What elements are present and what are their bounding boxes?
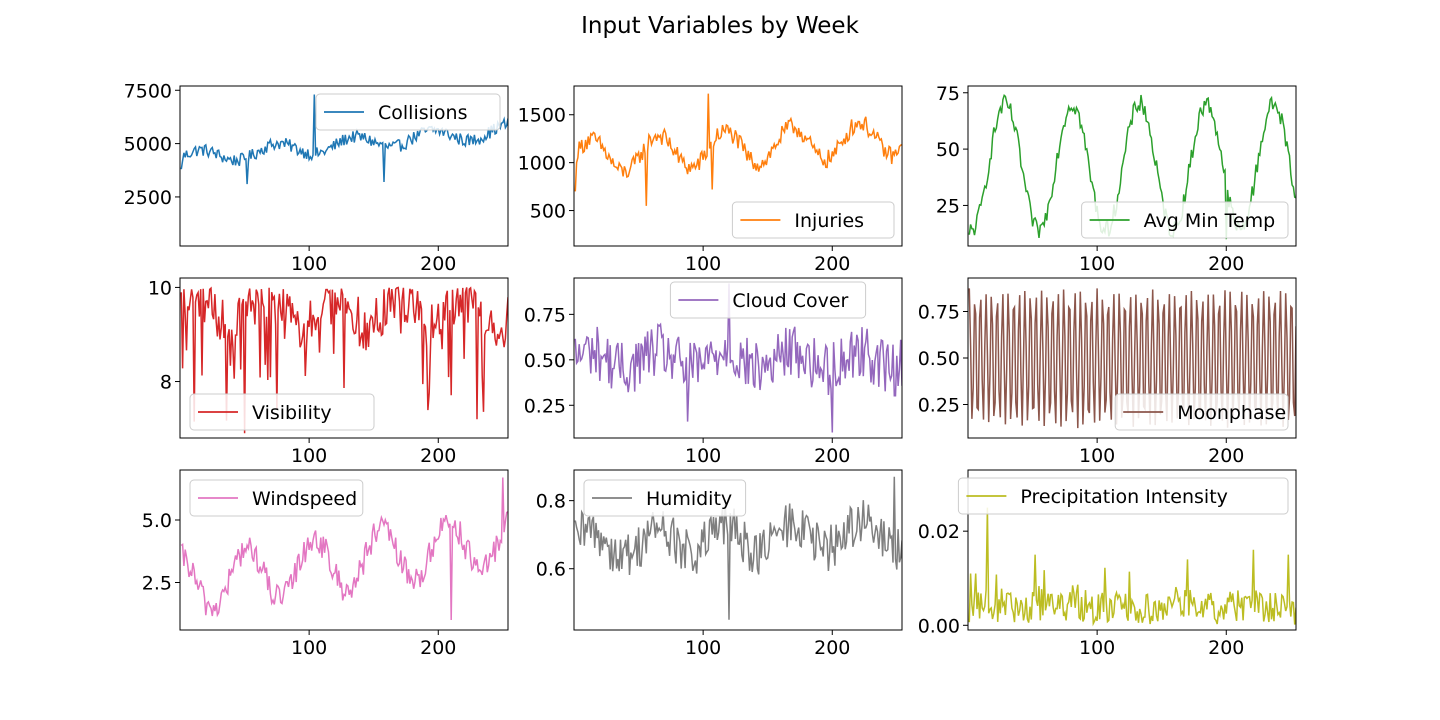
figure-title: Input Variables by Week bbox=[581, 13, 860, 39]
x-tick-label: 100 bbox=[1079, 637, 1115, 659]
y-tick-label: 50 bbox=[936, 139, 960, 161]
y-tick-label: 0.6 bbox=[536, 559, 566, 581]
legend: Precipitation Intensity bbox=[957, 477, 1289, 515]
axes-frame bbox=[179, 85, 509, 247]
y-tick-label: 2500 bbox=[124, 187, 172, 209]
legend: Collisions bbox=[315, 93, 501, 131]
subplot-injuries: 100 200 500 1000 1500 Injuries bbox=[518, 85, 903, 275]
x-tick-label: 100 bbox=[291, 445, 327, 467]
x-tick-label: 100 bbox=[685, 253, 721, 275]
x-tick-label: 200 bbox=[420, 253, 456, 275]
y-tick-label: 0.25 bbox=[918, 395, 960, 417]
series-line-windspeed bbox=[180, 477, 508, 621]
series-line-injuries bbox=[574, 93, 902, 206]
series-line-collisions bbox=[180, 94, 508, 185]
series-line-cloud-cover bbox=[574, 283, 902, 433]
legend-box bbox=[189, 479, 364, 517]
legend: Moonphase bbox=[1114, 393, 1289, 431]
legend-box bbox=[731, 201, 895, 239]
x-tick-label: 200 bbox=[1208, 445, 1244, 467]
y-tick-label: 500 bbox=[530, 201, 566, 223]
y-tick-label: 1000 bbox=[518, 153, 566, 175]
x-tick-label: 100 bbox=[291, 637, 327, 659]
legend: Visibility bbox=[189, 393, 375, 431]
axes-frame bbox=[573, 85, 903, 247]
axes-frame bbox=[179, 277, 509, 439]
subplot-moonphase: 100 200 0.25 0.50 0.75 Moonphase bbox=[918, 277, 1297, 467]
x-tick-label: 100 bbox=[1079, 253, 1115, 275]
legend: Windspeed bbox=[189, 479, 364, 517]
x-tick-label: 100 bbox=[685, 637, 721, 659]
legend-box bbox=[1081, 201, 1289, 239]
y-tick-label: 1500 bbox=[518, 105, 566, 127]
legend-box bbox=[189, 393, 375, 431]
x-tick-label: 100 bbox=[1079, 445, 1115, 467]
y-tick-label: 25 bbox=[936, 195, 960, 217]
legend-box bbox=[315, 93, 501, 131]
y-tick-label: 8 bbox=[160, 372, 172, 394]
legend-label: Precipitation Intensity bbox=[1020, 486, 1228, 508]
legend-label: Avg Min Temp bbox=[1144, 210, 1276, 232]
subplot-humidity: 100 200 0.6 0.8 Humidity bbox=[536, 469, 903, 659]
legend-label: Injuries bbox=[794, 210, 864, 232]
y-tick-label: 0.8 bbox=[536, 491, 566, 513]
axes-frame bbox=[573, 277, 903, 439]
legend-label: Humidity bbox=[646, 488, 732, 510]
legend-label: Windspeed bbox=[252, 488, 357, 510]
x-tick-label: 200 bbox=[814, 637, 850, 659]
axes-frame bbox=[179, 469, 509, 631]
y-tick-label: 0.25 bbox=[524, 395, 566, 417]
y-tick-label: 0.02 bbox=[918, 521, 960, 543]
series-line-visibility bbox=[180, 286, 508, 434]
y-tick-label: 0.00 bbox=[918, 615, 960, 637]
axes-frame bbox=[967, 469, 1297, 631]
y-tick-label: 0.75 bbox=[524, 304, 566, 326]
x-tick-label: 200 bbox=[420, 445, 456, 467]
axes-frame bbox=[967, 85, 1297, 247]
y-tick-label: 0.50 bbox=[918, 348, 960, 370]
legend-box bbox=[669, 281, 867, 319]
legend: Humidity bbox=[583, 479, 747, 517]
series-line-precipitation-intensity bbox=[968, 507, 1296, 627]
subplot-cloud-cover: 100 200 0.25 0.50 0.75 Cloud Cover bbox=[524, 277, 903, 467]
series-line-humidity bbox=[574, 476, 902, 620]
y-tick-label: 0.75 bbox=[918, 301, 960, 323]
legend: Avg Min Temp bbox=[1081, 201, 1289, 239]
x-tick-label: 100 bbox=[291, 253, 327, 275]
y-tick-label: 5000 bbox=[124, 134, 172, 156]
subplot-visibility: 100 200 8 10 Visibility bbox=[148, 277, 509, 467]
x-tick-label: 100 bbox=[685, 445, 721, 467]
x-tick-label: 200 bbox=[814, 253, 850, 275]
legend-label: Cloud Cover bbox=[732, 290, 848, 312]
y-tick-label: 10 bbox=[148, 277, 172, 299]
legend-label: Visibility bbox=[252, 402, 332, 424]
legend-box bbox=[1114, 393, 1289, 431]
x-tick-label: 200 bbox=[1208, 253, 1244, 275]
axes-frame bbox=[573, 469, 903, 631]
y-tick-label: 0.50 bbox=[524, 350, 566, 372]
legend-label: Collisions bbox=[378, 102, 467, 124]
legend-box bbox=[957, 477, 1289, 515]
y-tick-label: 2.5 bbox=[142, 573, 172, 595]
y-tick-label: 75 bbox=[936, 83, 960, 105]
y-tick-label: 7500 bbox=[124, 80, 172, 102]
subplot-windspeed: 100 200 2.5 5.0 Windspeed bbox=[142, 469, 509, 659]
y-tick-label: 5.0 bbox=[142, 510, 172, 532]
subplot-avg-min-temp: 100 200 25 50 75 Avg Min Temp bbox=[936, 83, 1297, 275]
subplot-precipitation-intensity: 100 200 0.00 0.02 Precipitation Intensity bbox=[918, 469, 1297, 659]
legend: Injuries bbox=[731, 201, 895, 239]
subplot-collisions: 100 200 2500 5000 7500 Collisions bbox=[124, 80, 509, 275]
x-tick-label: 200 bbox=[1208, 637, 1244, 659]
x-tick-label: 200 bbox=[814, 445, 850, 467]
legend-label: Moonphase bbox=[1177, 402, 1286, 424]
legend-box bbox=[583, 479, 747, 517]
legend: Cloud Cover bbox=[669, 281, 867, 319]
x-tick-label: 200 bbox=[420, 637, 456, 659]
